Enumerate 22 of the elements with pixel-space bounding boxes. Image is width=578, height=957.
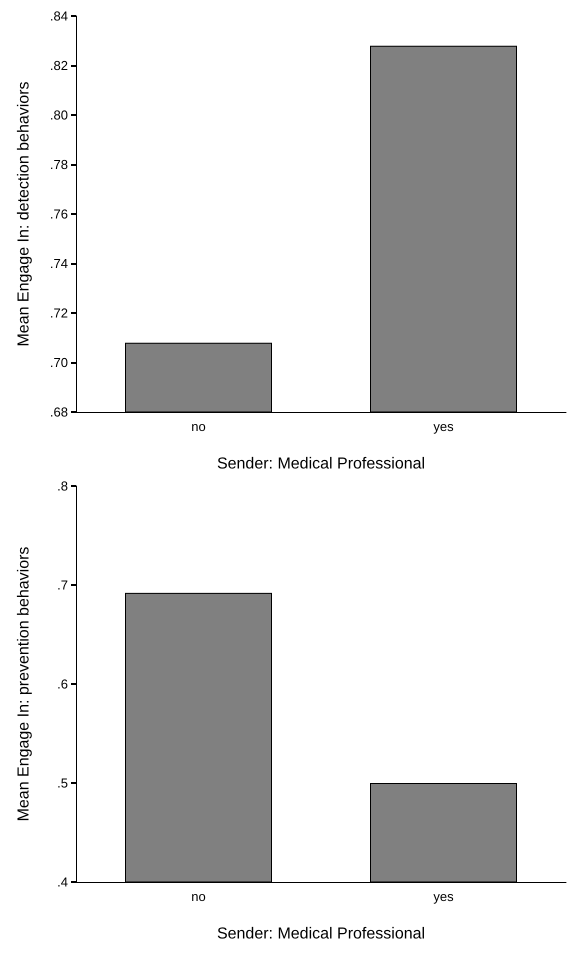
y-tick-label: .82 [50, 58, 68, 73]
y-tick-label: .84 [50, 8, 68, 24]
y-tick-label: .74 [50, 256, 68, 271]
y-tick-label: .78 [50, 157, 68, 172]
y-tick-label: .70 [50, 355, 68, 370]
y-tick-label: .7 [57, 578, 68, 592]
y-tick-label: .5 [57, 776, 68, 790]
x-axis-title: Sender: Medical Professional [216, 926, 426, 942]
y-axis-title: Mean Engage In: detection behaviors [16, 81, 32, 347]
x-axis-title: Sender: Medical Professional [216, 456, 426, 472]
y-axis-title: Mean Engage In: prevention behaviors [16, 546, 32, 822]
y-tick-label: .6 [57, 676, 68, 692]
y-tick-label: .4 [57, 874, 68, 890]
y-tick-label: .80 [50, 108, 68, 122]
y-tick-label: .76 [50, 206, 68, 222]
x-tick-label: yes [433, 419, 454, 434]
x-tick-label: no [191, 419, 206, 434]
y-tick-label: .68 [50, 404, 68, 420]
x-tick-label: yes [433, 889, 454, 904]
y-tick-label: .8 [57, 478, 68, 494]
x-tick-label: no [191, 889, 206, 904]
y-tick-label: .72 [50, 306, 68, 320]
